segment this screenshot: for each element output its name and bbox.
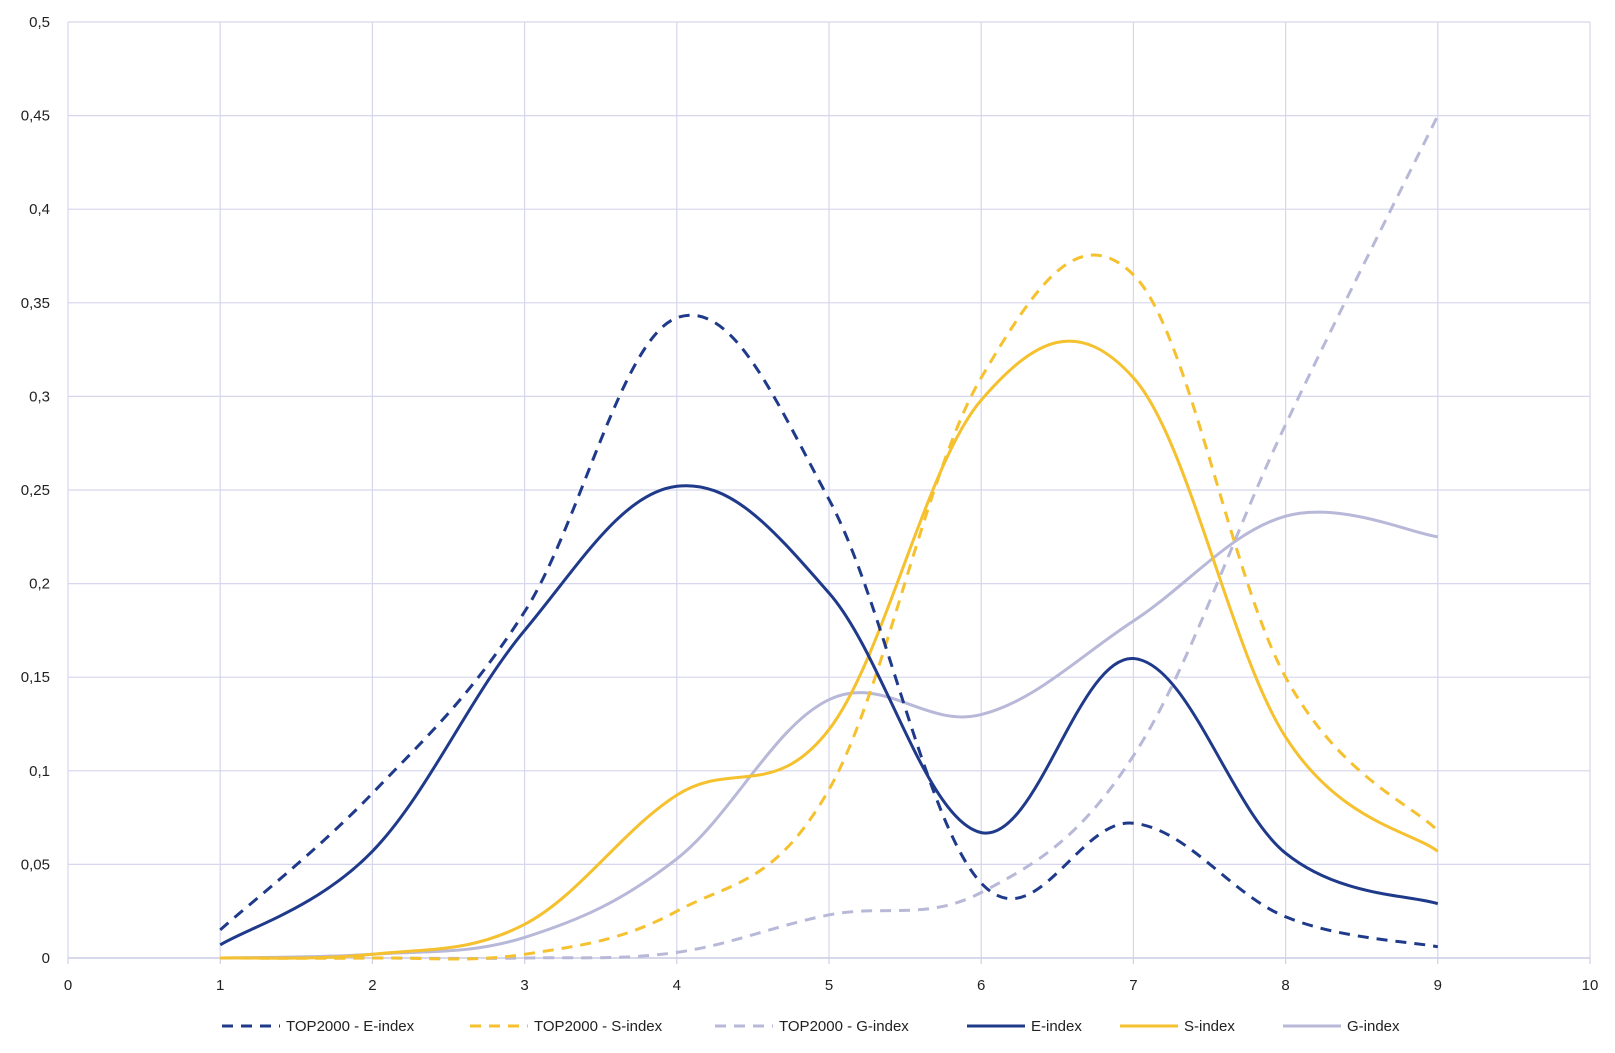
data-point: [522, 609, 528, 615]
data-point: [674, 949, 680, 955]
series-top2000-e-index: [217, 313, 1441, 950]
y-tick-label: 0,25: [21, 482, 50, 499]
y-tick-label: 0: [42, 950, 50, 967]
legend-label: TOP2000 - E-index: [286, 1018, 415, 1035]
data-point: [522, 951, 528, 957]
legend-label: G-index: [1347, 1018, 1400, 1035]
legend-label: TOP2000 - S-index: [534, 1018, 663, 1035]
legend-item: S-index: [1120, 1018, 1235, 1035]
legend-item: TOP2000 - G-index: [715, 1018, 909, 1035]
legend-item: TOP2000 - S-index: [470, 1018, 663, 1035]
y-tick-label: 0,35: [21, 295, 50, 312]
x-tick-label: 7: [1129, 977, 1137, 994]
data-point: [826, 697, 832, 703]
x-tick-label: 6: [977, 977, 985, 994]
series-lines: [217, 113, 1441, 961]
data-point: [1435, 828, 1441, 834]
x-tick-label: 0: [64, 977, 72, 994]
data-point: [1435, 848, 1441, 854]
series-line-g-index: [220, 510, 1439, 960]
data-point: [978, 712, 984, 718]
data-point: [1435, 944, 1441, 950]
data-point: [826, 912, 832, 918]
data-point: [674, 856, 680, 862]
data-point: [369, 790, 375, 796]
data-point: [978, 830, 984, 836]
data-point: [1283, 421, 1289, 427]
data-point: [674, 483, 680, 489]
data-point: [1283, 734, 1289, 740]
x-tick-label: 10: [1582, 977, 1599, 994]
data-point: [674, 315, 680, 321]
data-point: [674, 908, 680, 914]
y-tick-label: 0,4: [29, 201, 50, 218]
data-point: [826, 590, 832, 596]
data-point: [217, 955, 223, 961]
series-line-e-index: [219, 484, 1439, 947]
data-point: [826, 496, 832, 502]
x-tick-label: 2: [368, 977, 376, 994]
legend-label: S-index: [1184, 1018, 1235, 1035]
legend-item: E-index: [967, 1018, 1082, 1035]
x-tick-label: 5: [825, 977, 833, 994]
y-tick-label: 0,15: [21, 669, 50, 686]
y-tick-label: 0,5: [29, 14, 50, 31]
legend-label: TOP2000 - G-index: [779, 1018, 909, 1035]
data-point: [826, 787, 832, 793]
x-tick-label: 8: [1281, 977, 1289, 994]
data-point: [1283, 513, 1289, 519]
data-point: [1435, 534, 1441, 540]
y-tick-label: 0,05: [21, 856, 50, 873]
data-point: [978, 889, 984, 895]
data-point: [674, 792, 680, 798]
axis-tick-labels: 0 0,05 0,1 0,15 0,2 0,25 0,3 0,35 0,4 0,45 0,5 0 1 2 3…: [21, 14, 1599, 994]
data-point: [1435, 901, 1441, 907]
y-tick-label: 0,1: [29, 763, 50, 780]
data-point: [1283, 914, 1289, 920]
data-point: [978, 375, 984, 381]
data-point: [1130, 820, 1136, 826]
data-point: [1435, 113, 1441, 119]
data-point: [978, 880, 984, 886]
grid: [67, 21, 1591, 964]
series-line-top2000-s-index: [220, 253, 1439, 961]
data-point: [522, 934, 528, 940]
data-point: [1130, 272, 1136, 278]
data-point: [1130, 655, 1136, 661]
series-top2000-s-index: [220, 253, 1441, 961]
data-point: [978, 397, 984, 403]
data-point: [1130, 375, 1136, 381]
data-point: [217, 942, 223, 948]
series-g-index: [220, 510, 1441, 960]
data-point: [826, 727, 832, 733]
x-tick-label: 3: [520, 977, 528, 994]
data-point: [1283, 674, 1289, 680]
y-tick-label: 0,2: [29, 576, 50, 593]
legend-label: E-index: [1031, 1018, 1082, 1035]
data-point: [522, 921, 528, 927]
y-tick-label: 0,45: [21, 108, 50, 125]
series-e-index: [217, 483, 1441, 948]
data-point: [369, 951, 375, 957]
legend-item: G-index: [1283, 1018, 1400, 1035]
y-tick-label: 0,3: [29, 388, 50, 405]
x-tick-label: 4: [673, 977, 681, 994]
data-point: [522, 627, 528, 633]
data-point: [1130, 618, 1136, 624]
data-point: [1283, 850, 1289, 856]
series-line-top2000-e-index: [219, 313, 1439, 949]
legend: TOP2000 - E-index TOP2000 - S-index TOP200…: [222, 1018, 1400, 1035]
data-point: [217, 927, 223, 933]
data-point: [369, 848, 375, 854]
legend-item: TOP2000 - E-index: [222, 1018, 415, 1035]
x-tick-label: 9: [1434, 977, 1442, 994]
data-point: [1130, 753, 1136, 759]
x-tick-label: 1: [216, 977, 224, 994]
